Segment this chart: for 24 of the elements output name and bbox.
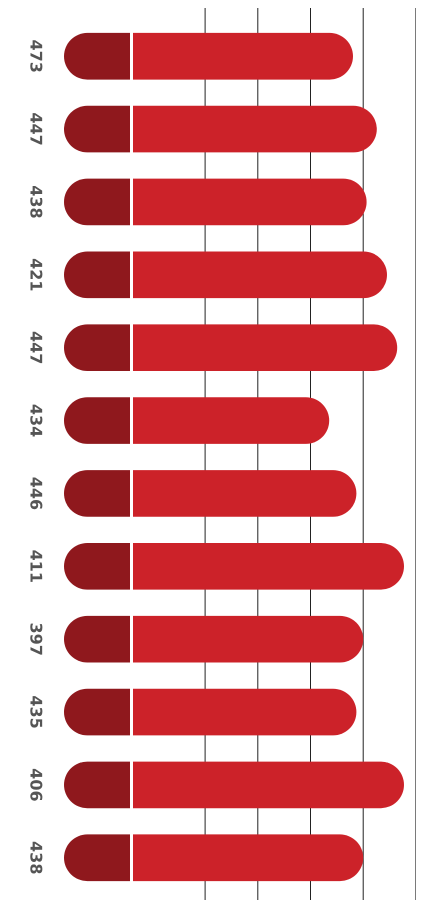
bar [64, 762, 404, 808]
y-tick-label: 397 [26, 622, 46, 656]
bar [64, 688, 356, 736]
y-tick-label: 411 [26, 550, 46, 583]
bar [64, 616, 364, 662]
bar [64, 178, 367, 226]
bar [64, 397, 330, 444]
bar [64, 324, 398, 372]
bar [64, 834, 364, 882]
y-tick-label: 447 [26, 331, 46, 364]
y-tick-label: 447 [26, 112, 46, 146]
bar [64, 106, 377, 152]
y-tick-label: 473 [26, 40, 46, 73]
y-tick-label: 406 [26, 768, 46, 802]
y-tick-label: 434 [26, 404, 46, 438]
y-tick-label: 438 [26, 185, 46, 219]
y-tick-label: 446 [26, 476, 46, 510]
bar [64, 542, 404, 590]
y-tick-label: 435 [26, 695, 46, 729]
bar [64, 470, 356, 517]
bar [64, 32, 353, 80]
bar [64, 252, 387, 298]
y-tick-label: 421 [26, 258, 46, 292]
y-tick-label: 438 [26, 841, 46, 874]
